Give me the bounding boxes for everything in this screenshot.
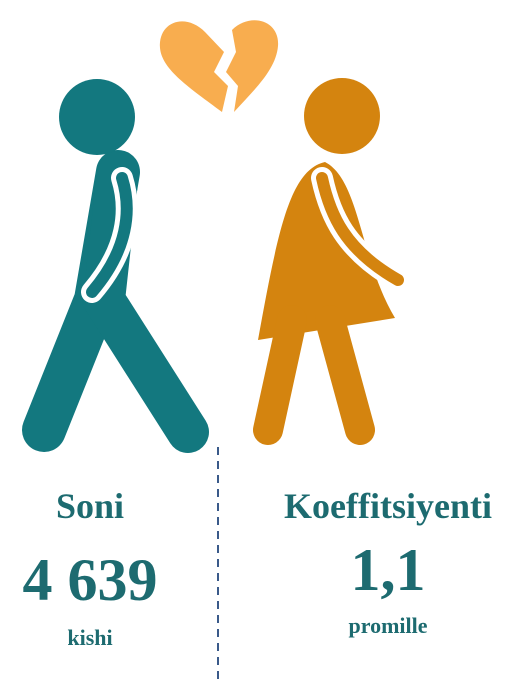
man-figure <box>22 79 209 453</box>
woman-figure <box>253 78 409 445</box>
right-unit: promille <box>348 613 427 638</box>
right-label: Koeffitsiyenti <box>284 486 492 526</box>
left-label: Soni <box>56 486 124 526</box>
left-unit: kishi <box>67 625 112 650</box>
left-value: 4 639 <box>23 547 158 613</box>
broken-heart <box>159 20 279 113</box>
right-value: 1,1 <box>351 537 426 603</box>
